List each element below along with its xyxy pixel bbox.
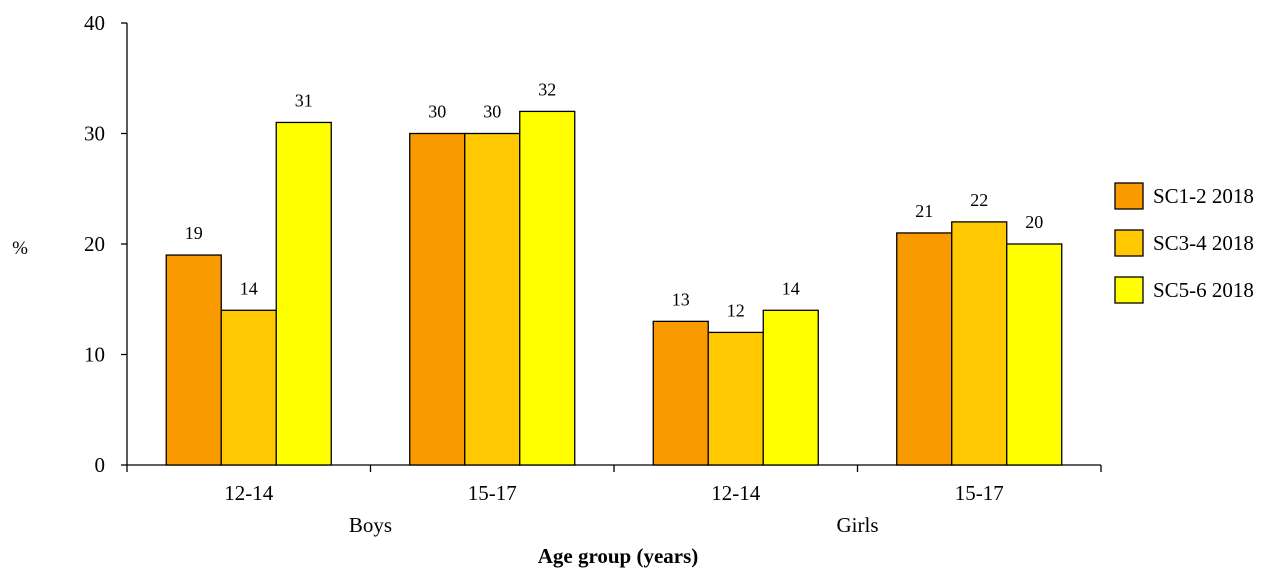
y-axis-label: %	[12, 238, 28, 259]
bar-value-label: 31	[295, 90, 313, 110]
x-category-label: 12-14	[224, 481, 273, 505]
bar	[464, 132, 521, 466]
y-tick-label: 0	[95, 453, 106, 477]
bar-value-label: 19	[185, 223, 203, 243]
y-tick-label: 20	[84, 232, 105, 256]
plot-area: 0 10 20 30 40 19 14 31 12-14 30 30 32 15-17 13 12 14 12-…	[84, 11, 1102, 537]
x-category-label: 12-14	[711, 481, 760, 505]
bar-value-label: 32	[538, 79, 556, 99]
x-axis-label: Age group (years)	[538, 544, 699, 568]
legend-swatch	[1114, 276, 1144, 304]
bar	[220, 309, 277, 466]
legend: SC1-2 2018 SC3-4 2018 SC5-6 2018	[1114, 182, 1254, 304]
bar	[896, 232, 953, 466]
bar-value-label: 30	[428, 102, 446, 122]
bar-value-label: 14	[240, 278, 258, 298]
bar	[707, 331, 764, 466]
bar	[951, 221, 1008, 466]
bar-value-label: 20	[1025, 212, 1043, 232]
legend-label: SC5-6 2018	[1153, 278, 1254, 302]
bar	[409, 132, 466, 466]
legend-label: SC3-4 2018	[1153, 231, 1254, 255]
bar-value-label: 13	[672, 289, 690, 309]
y-tick-label: 40	[84, 11, 105, 35]
legend-swatch	[1114, 182, 1144, 210]
bar-value-label: 22	[970, 190, 988, 210]
bar	[519, 110, 576, 466]
bar	[762, 309, 819, 466]
bar-value-label: 12	[727, 300, 745, 320]
bar	[165, 254, 222, 466]
bar-value-label: 21	[915, 201, 933, 221]
legend-swatch	[1114, 229, 1144, 257]
y-tick-label: 10	[84, 343, 105, 367]
x-category-label: 15-17	[468, 481, 517, 505]
x-group-label: Girls	[837, 513, 879, 537]
bar	[652, 320, 709, 466]
bar	[1006, 243, 1063, 466]
x-group-label: Boys	[349, 513, 392, 537]
x-category-label: 15-17	[955, 481, 1004, 505]
bar-value-label: 30	[483, 102, 501, 122]
legend-label: SC1-2 2018	[1153, 184, 1254, 208]
y-tick-label: 30	[84, 122, 105, 146]
bar	[275, 121, 332, 466]
bar-value-label: 14	[782, 278, 800, 298]
